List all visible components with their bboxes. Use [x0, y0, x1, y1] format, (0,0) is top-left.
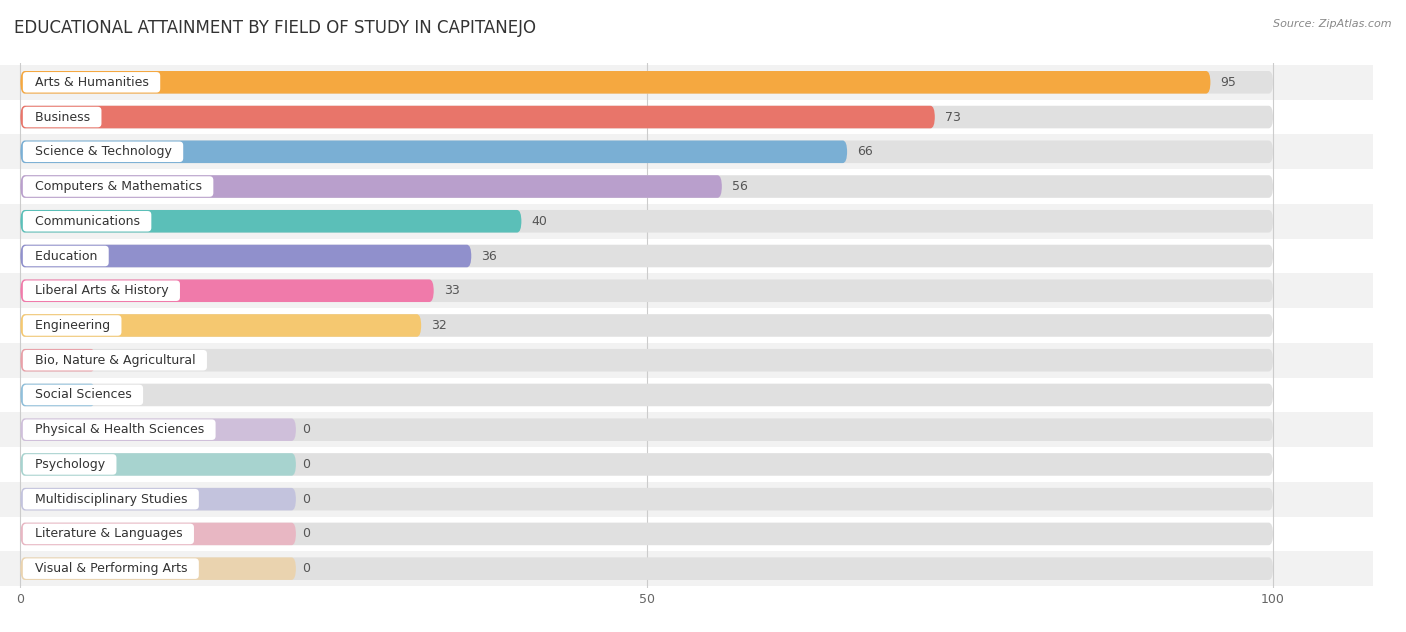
Text: 0: 0: [302, 493, 311, 506]
Text: Bio, Nature & Agricultural: Bio, Nature & Agricultural: [27, 354, 204, 367]
FancyBboxPatch shape: [20, 245, 1272, 267]
FancyBboxPatch shape: [0, 377, 1374, 412]
Text: 0: 0: [302, 528, 311, 540]
FancyBboxPatch shape: [0, 274, 1374, 308]
FancyBboxPatch shape: [20, 314, 422, 337]
FancyBboxPatch shape: [0, 516, 1374, 551]
FancyBboxPatch shape: [0, 551, 1374, 586]
Text: 36: 36: [481, 250, 498, 262]
Text: Visual & Performing Arts: Visual & Performing Arts: [27, 562, 195, 575]
FancyBboxPatch shape: [20, 210, 522, 233]
Text: 33: 33: [444, 284, 460, 297]
FancyBboxPatch shape: [0, 204, 1374, 239]
Text: Communications: Communications: [27, 215, 148, 228]
Text: Science & Technology: Science & Technology: [27, 145, 180, 158]
FancyBboxPatch shape: [20, 453, 1272, 476]
Text: Physical & Health Sciences: Physical & Health Sciences: [27, 423, 212, 436]
Text: Education: Education: [27, 250, 105, 262]
FancyBboxPatch shape: [20, 245, 471, 267]
FancyBboxPatch shape: [20, 349, 96, 372]
Text: 95: 95: [1220, 76, 1236, 89]
FancyBboxPatch shape: [20, 418, 295, 441]
Text: 6: 6: [105, 354, 114, 367]
Text: Engineering: Engineering: [27, 319, 118, 332]
FancyBboxPatch shape: [20, 384, 96, 406]
Text: 0: 0: [302, 458, 311, 471]
FancyBboxPatch shape: [20, 314, 1272, 337]
Text: Computers & Mathematics: Computers & Mathematics: [27, 180, 209, 193]
FancyBboxPatch shape: [0, 135, 1374, 169]
FancyBboxPatch shape: [0, 343, 1374, 377]
FancyBboxPatch shape: [0, 482, 1374, 516]
FancyBboxPatch shape: [20, 488, 1272, 511]
FancyBboxPatch shape: [0, 447, 1374, 482]
Text: Business: Business: [27, 111, 97, 123]
Text: Multidisciplinary Studies: Multidisciplinary Studies: [27, 493, 195, 506]
FancyBboxPatch shape: [20, 384, 1272, 406]
FancyBboxPatch shape: [20, 488, 295, 511]
FancyBboxPatch shape: [20, 71, 1211, 94]
Text: Arts & Humanities: Arts & Humanities: [27, 76, 156, 89]
Text: Psychology: Psychology: [27, 458, 112, 471]
Text: 66: 66: [858, 145, 873, 158]
FancyBboxPatch shape: [20, 140, 848, 163]
FancyBboxPatch shape: [20, 279, 433, 302]
Text: 40: 40: [531, 215, 547, 228]
Text: 73: 73: [945, 111, 960, 123]
FancyBboxPatch shape: [20, 175, 1272, 198]
Text: 6: 6: [105, 389, 114, 401]
Text: 0: 0: [302, 562, 311, 575]
FancyBboxPatch shape: [20, 279, 1272, 302]
FancyBboxPatch shape: [20, 557, 295, 580]
FancyBboxPatch shape: [20, 71, 1272, 94]
Text: Literature & Languages: Literature & Languages: [27, 528, 190, 540]
FancyBboxPatch shape: [20, 557, 1272, 580]
FancyBboxPatch shape: [20, 523, 1272, 545]
FancyBboxPatch shape: [20, 349, 1272, 372]
FancyBboxPatch shape: [0, 169, 1374, 204]
Text: 0: 0: [302, 423, 311, 436]
FancyBboxPatch shape: [0, 308, 1374, 343]
Text: Social Sciences: Social Sciences: [27, 389, 139, 401]
FancyBboxPatch shape: [20, 106, 1272, 128]
Text: EDUCATIONAL ATTAINMENT BY FIELD OF STUDY IN CAPITANEJO: EDUCATIONAL ATTAINMENT BY FIELD OF STUDY…: [14, 19, 536, 37]
FancyBboxPatch shape: [20, 140, 1272, 163]
FancyBboxPatch shape: [0, 100, 1374, 135]
Text: Source: ZipAtlas.com: Source: ZipAtlas.com: [1274, 19, 1392, 29]
FancyBboxPatch shape: [0, 65, 1374, 100]
FancyBboxPatch shape: [20, 418, 1272, 441]
FancyBboxPatch shape: [20, 523, 295, 545]
Text: 56: 56: [733, 180, 748, 193]
FancyBboxPatch shape: [20, 175, 721, 198]
Text: Liberal Arts & History: Liberal Arts & History: [27, 284, 176, 297]
Text: 32: 32: [432, 319, 447, 332]
FancyBboxPatch shape: [20, 106, 935, 128]
FancyBboxPatch shape: [20, 453, 295, 476]
FancyBboxPatch shape: [20, 210, 1272, 233]
FancyBboxPatch shape: [0, 239, 1374, 274]
FancyBboxPatch shape: [0, 412, 1374, 447]
